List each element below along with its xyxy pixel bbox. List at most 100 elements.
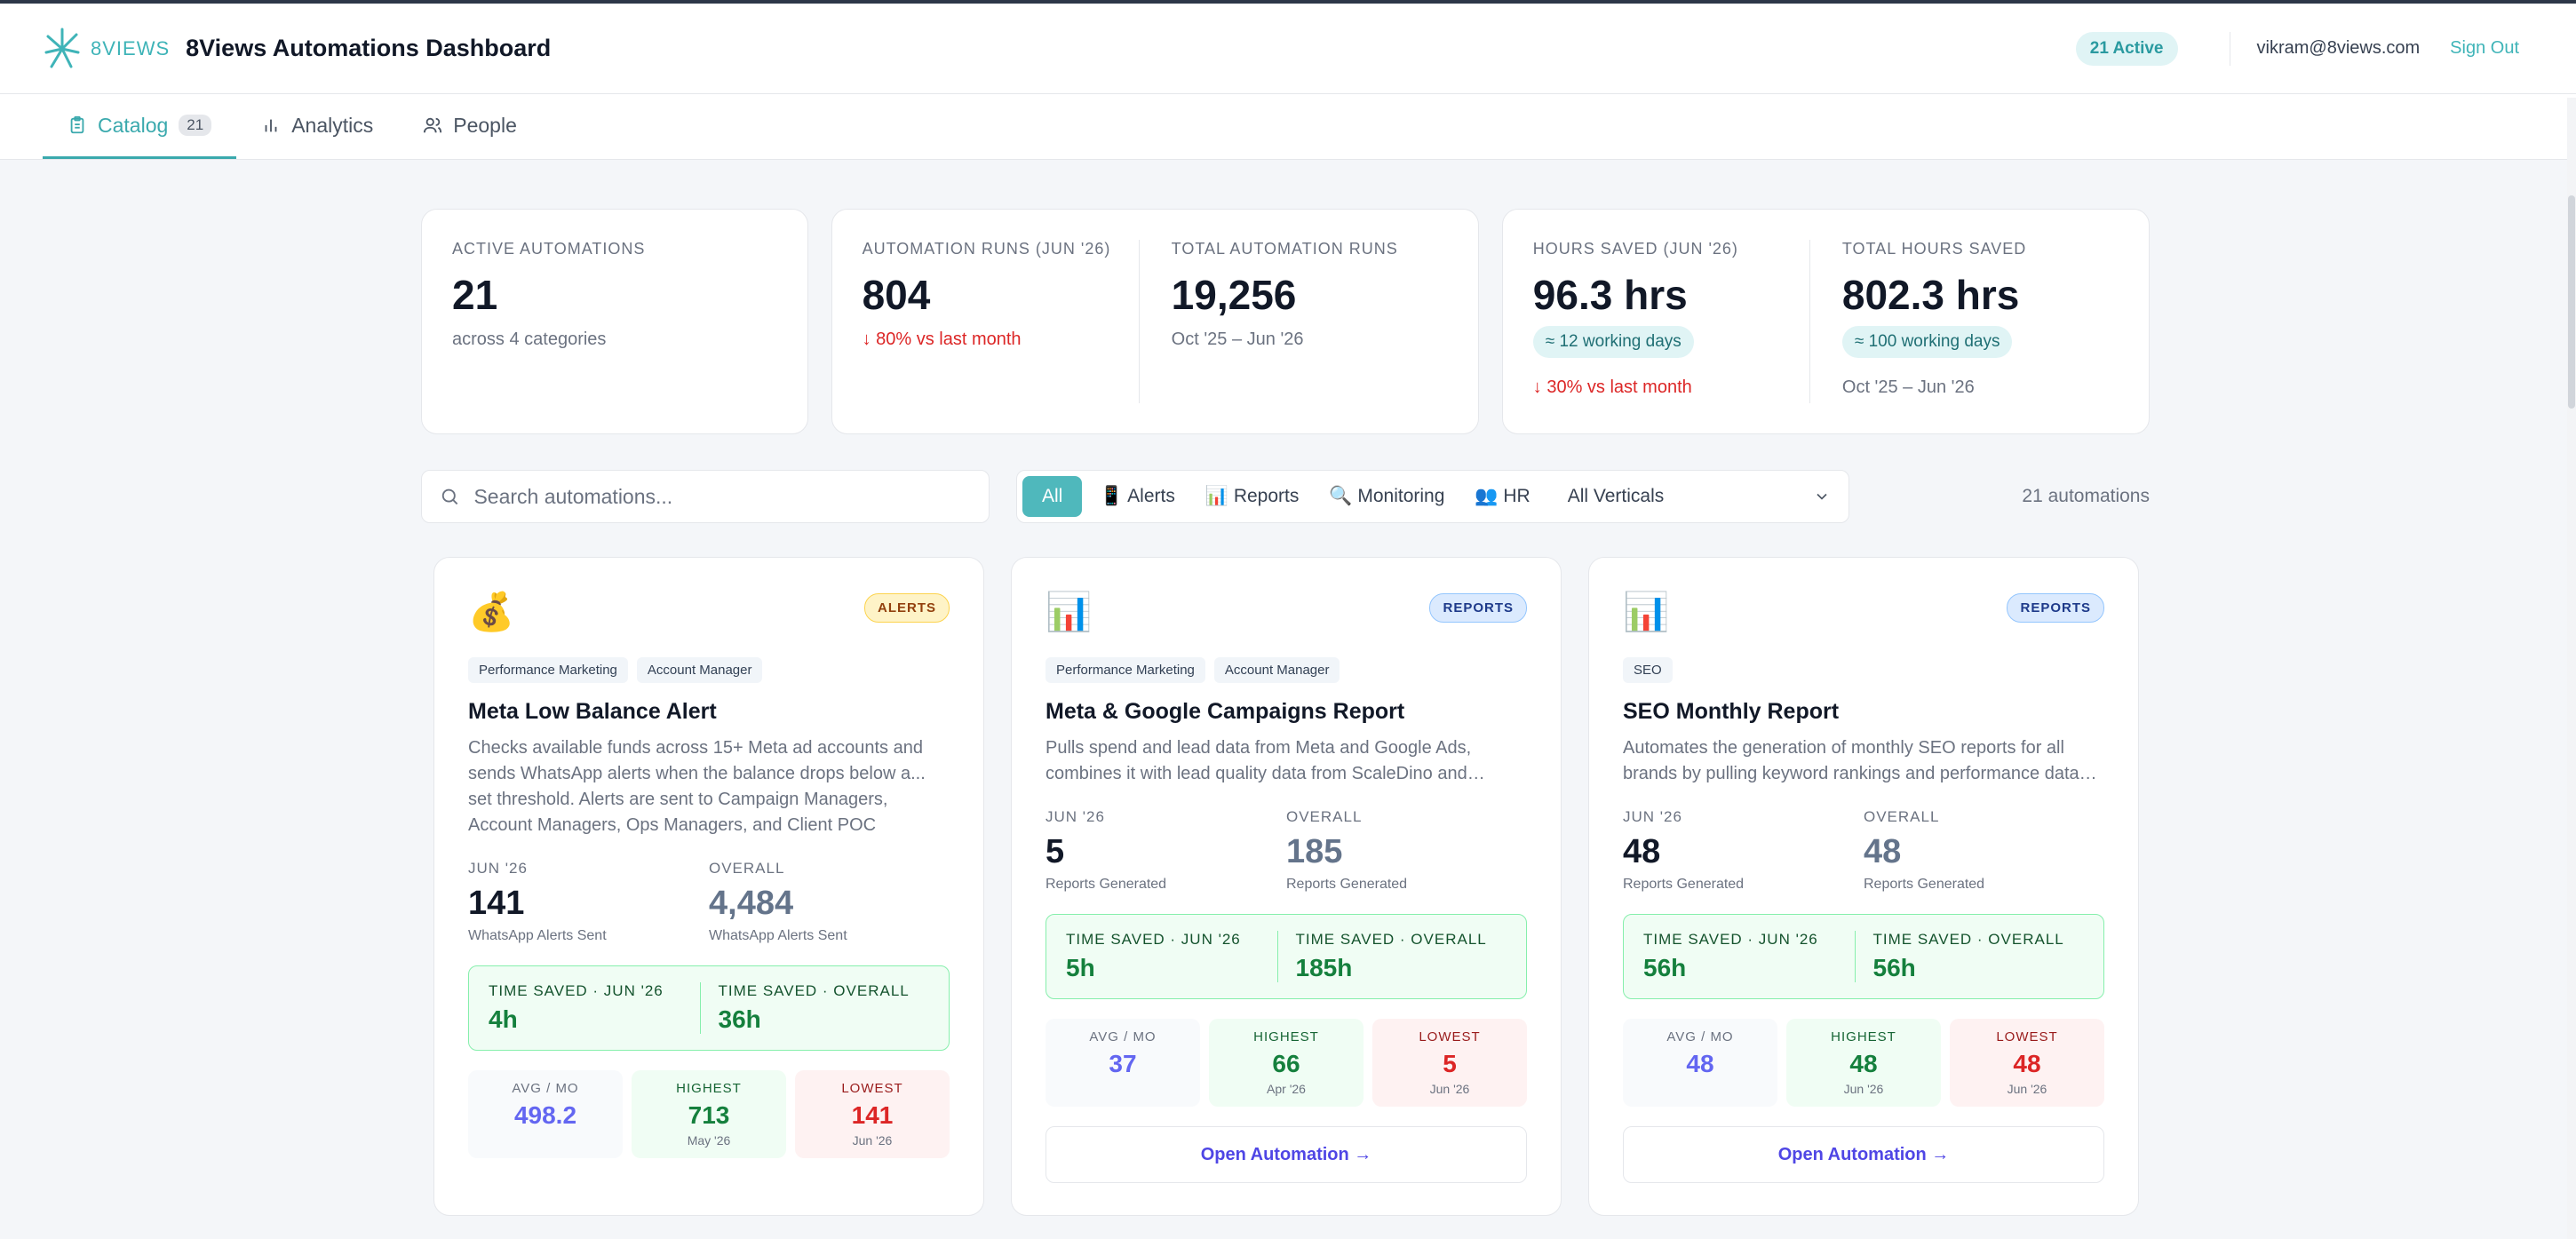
stat-change: ↓ 80% vs last month (862, 330, 1022, 349)
avg-stat: AVG / MO 498.2 (468, 1070, 623, 1158)
top-bar: 8VIEWS 8Views Automations Dashboard 21 A… (0, 4, 2576, 94)
scrollbar-thumb[interactable] (2568, 195, 2575, 409)
automation-card: 💰 ALERTS Performance Marketing Account M… (433, 557, 984, 1216)
mini-value: 713 (688, 1101, 730, 1129)
automation-runs-card: AUTOMATION RUNS (JUN '26) 804 ↓ 80% vs l… (831, 209, 1479, 434)
page-scrollbar[interactable] (2567, 98, 2576, 1239)
catalog-content: ACTIVE AUTOMATIONS 21 across 4 categorie… (421, 209, 2150, 1216)
main-tabs: Catalog 21 Analytics People (0, 94, 2576, 160)
open-automation-button[interactable]: Open Automation → (1046, 1126, 1527, 1183)
highest-stat: HIGHEST 48 Jun '26 (1786, 1019, 1941, 1107)
tab-people[interactable]: People (398, 94, 542, 159)
vertical-tag: Performance Marketing (468, 657, 628, 683)
card-title: Meta Low Balance Alert (468, 699, 717, 724)
logo[interactable]: 8VIEWS (43, 26, 170, 72)
mini-value: 48 (1849, 1050, 1878, 1077)
automation-card: 📊 REPORTS Performance Marketing Account … (1011, 557, 1562, 1216)
metric-sub: Reports Generated (1046, 877, 1167, 892)
hours-saved-card: HOURS SAVED (JUN '26) 96.3 hrs ≈ 12 work… (1501, 209, 2150, 434)
time-saved-value: 56h (1643, 954, 1687, 981)
stat-sub: Oct '25 – Jun '26 (1841, 377, 1975, 397)
user-email: vikram@8views.com (2256, 38, 2421, 58)
time-saved-value: 4h (489, 1005, 518, 1033)
metric-label: OVERALL (1286, 808, 1363, 825)
card-description: Pulls spend and lead data from Meta and … (1046, 738, 1472, 783)
mini-value: 498.2 (513, 1101, 577, 1129)
metric-sub: Reports Generated (1286, 877, 1408, 892)
logo-burst-icon (44, 28, 80, 68)
mini-stats: AVG / MO 498.2 HIGHEST 713 May '26 LOWES… (468, 1070, 950, 1158)
highest-stat: HIGHEST 713 May '26 (632, 1070, 786, 1158)
metric-label: JUN '26 (1623, 808, 1682, 825)
mini-label: AVG / MO (512, 1081, 579, 1096)
vertical-tag: SEO (1623, 657, 1673, 683)
stat-sub: across 4 categories (452, 330, 607, 349)
tab-catalog-label: Catalog (98, 113, 169, 137)
tab-analytics[interactable]: Analytics (236, 94, 398, 159)
avg-stat: AVG / MO 48 (1623, 1019, 1777, 1107)
mini-label: LOWEST (1419, 1029, 1481, 1044)
mini-sub: Apr '26 (1267, 1082, 1306, 1096)
filter-row: All 📱 Alerts 📊 Reports 🔍 Monitoring 👥 HR… (421, 470, 2150, 523)
tab-people-label: People (453, 113, 517, 137)
mini-sub: Jun '26 (1429, 1082, 1470, 1096)
highest-stat: HIGHEST 66 Apr '26 (1209, 1019, 1364, 1107)
metric-label: JUN '26 (1046, 808, 1105, 825)
mini-label: AVG / MO (1089, 1029, 1157, 1044)
time-saved-panel: TIME SAVED · JUN '26 5h TIME SAVED · OVE… (1046, 914, 1527, 999)
filter-alerts[interactable]: 📱 Alerts (1100, 486, 1175, 506)
lowest-stat: LOWEST 48 Jun '26 (1950, 1019, 2104, 1107)
metric-sub: Reports Generated (1623, 877, 1745, 892)
time-saved-value: 185h (1295, 954, 1353, 981)
filter-all[interactable]: All (1022, 476, 1083, 517)
automation-card: 📊 REPORTS SEO SEO Monthly Report Automat… (1588, 557, 2139, 1216)
summary-stats: ACTIVE AUTOMATIONS 21 across 4 categorie… (421, 209, 2150, 434)
mini-label: AVG / MO (1666, 1029, 1734, 1044)
mini-sub: Jun '26 (2007, 1082, 2047, 1096)
metric-value: 48 (1623, 833, 1661, 870)
lowest-stat: LOWEST 141 Jun '26 (795, 1070, 950, 1158)
metric-value: 4,484 (709, 885, 794, 922)
open-automation-button[interactable]: Open Automation → (1623, 1126, 2104, 1183)
sign-out-link[interactable]: Sign Out (2450, 38, 2519, 58)
metric-sub: WhatsApp Alerts Sent (468, 928, 607, 943)
working-days-badge: ≈ 12 working days (1532, 326, 1694, 358)
mini-value: 5 (1443, 1050, 1457, 1077)
mini-value: 66 (1272, 1050, 1300, 1077)
stat-value: 96.3 hrs (1532, 272, 1688, 318)
vertical-select-value: All Verticals (1567, 486, 1665, 506)
mini-stats: AVG / MO 37 HIGHEST 66 Apr '26 LOWEST 5 … (1046, 1019, 1527, 1107)
metric-value: 185 (1286, 833, 1343, 870)
metric-label: OVERALL (1864, 808, 1940, 825)
working-days-badge: ≈ 100 working days (1841, 326, 2013, 358)
filter-reports[interactable]: 📊 Reports (1205, 486, 1300, 506)
stat-label: HOURS SAVED (JUN '26) (1532, 240, 1738, 258)
clipboard-icon (70, 115, 84, 134)
people-icon (424, 117, 442, 133)
time-saved-value: 56h (1872, 954, 1916, 981)
mini-stats: AVG / MO 48 HIGHEST 48 Jun '26 LOWEST 48… (1623, 1019, 2104, 1107)
mini-label: HIGHEST (1253, 1029, 1319, 1044)
bar-chart-emoji-icon: 📊 (1046, 591, 1093, 632)
filter-monitoring[interactable]: 🔍 Monitoring (1329, 486, 1445, 506)
tab-catalog[interactable]: Catalog 21 (43, 94, 237, 159)
mini-value: 48 (2013, 1050, 2041, 1077)
mini-sub (1628, 1082, 1772, 1096)
search-input[interactable] (473, 484, 971, 509)
card-description: Checks available funds across 15+ Meta a… (468, 738, 926, 835)
stat-value: 802.3 hrs (1841, 272, 2020, 318)
stat-change: ↓ 30% vs last month (1532, 377, 1692, 397)
filter-hr[interactable]: 👥 HR (1475, 486, 1530, 506)
time-saved-label: TIME SAVED · OVERALL (1872, 931, 2064, 948)
vertical-tags: Performance Marketing Account Manager (1046, 657, 1527, 683)
stat-value: 19,256 (1171, 272, 1297, 318)
time-saved-label: TIME SAVED · OVERALL (718, 982, 910, 999)
vertical-select[interactable]: All Verticals (1555, 486, 1843, 507)
time-saved-panel: TIME SAVED · JUN '26 4h TIME SAVED · OVE… (468, 965, 950, 1051)
mini-sub: Jun '26 (1843, 1082, 1884, 1096)
metric-value: 141 (468, 885, 525, 922)
time-saved-label: TIME SAVED · JUN '26 (1066, 931, 1241, 948)
metric-label: JUN '26 (468, 860, 528, 877)
category-badge: REPORTS (1429, 593, 1527, 623)
chevron-down-icon (1817, 493, 1827, 500)
